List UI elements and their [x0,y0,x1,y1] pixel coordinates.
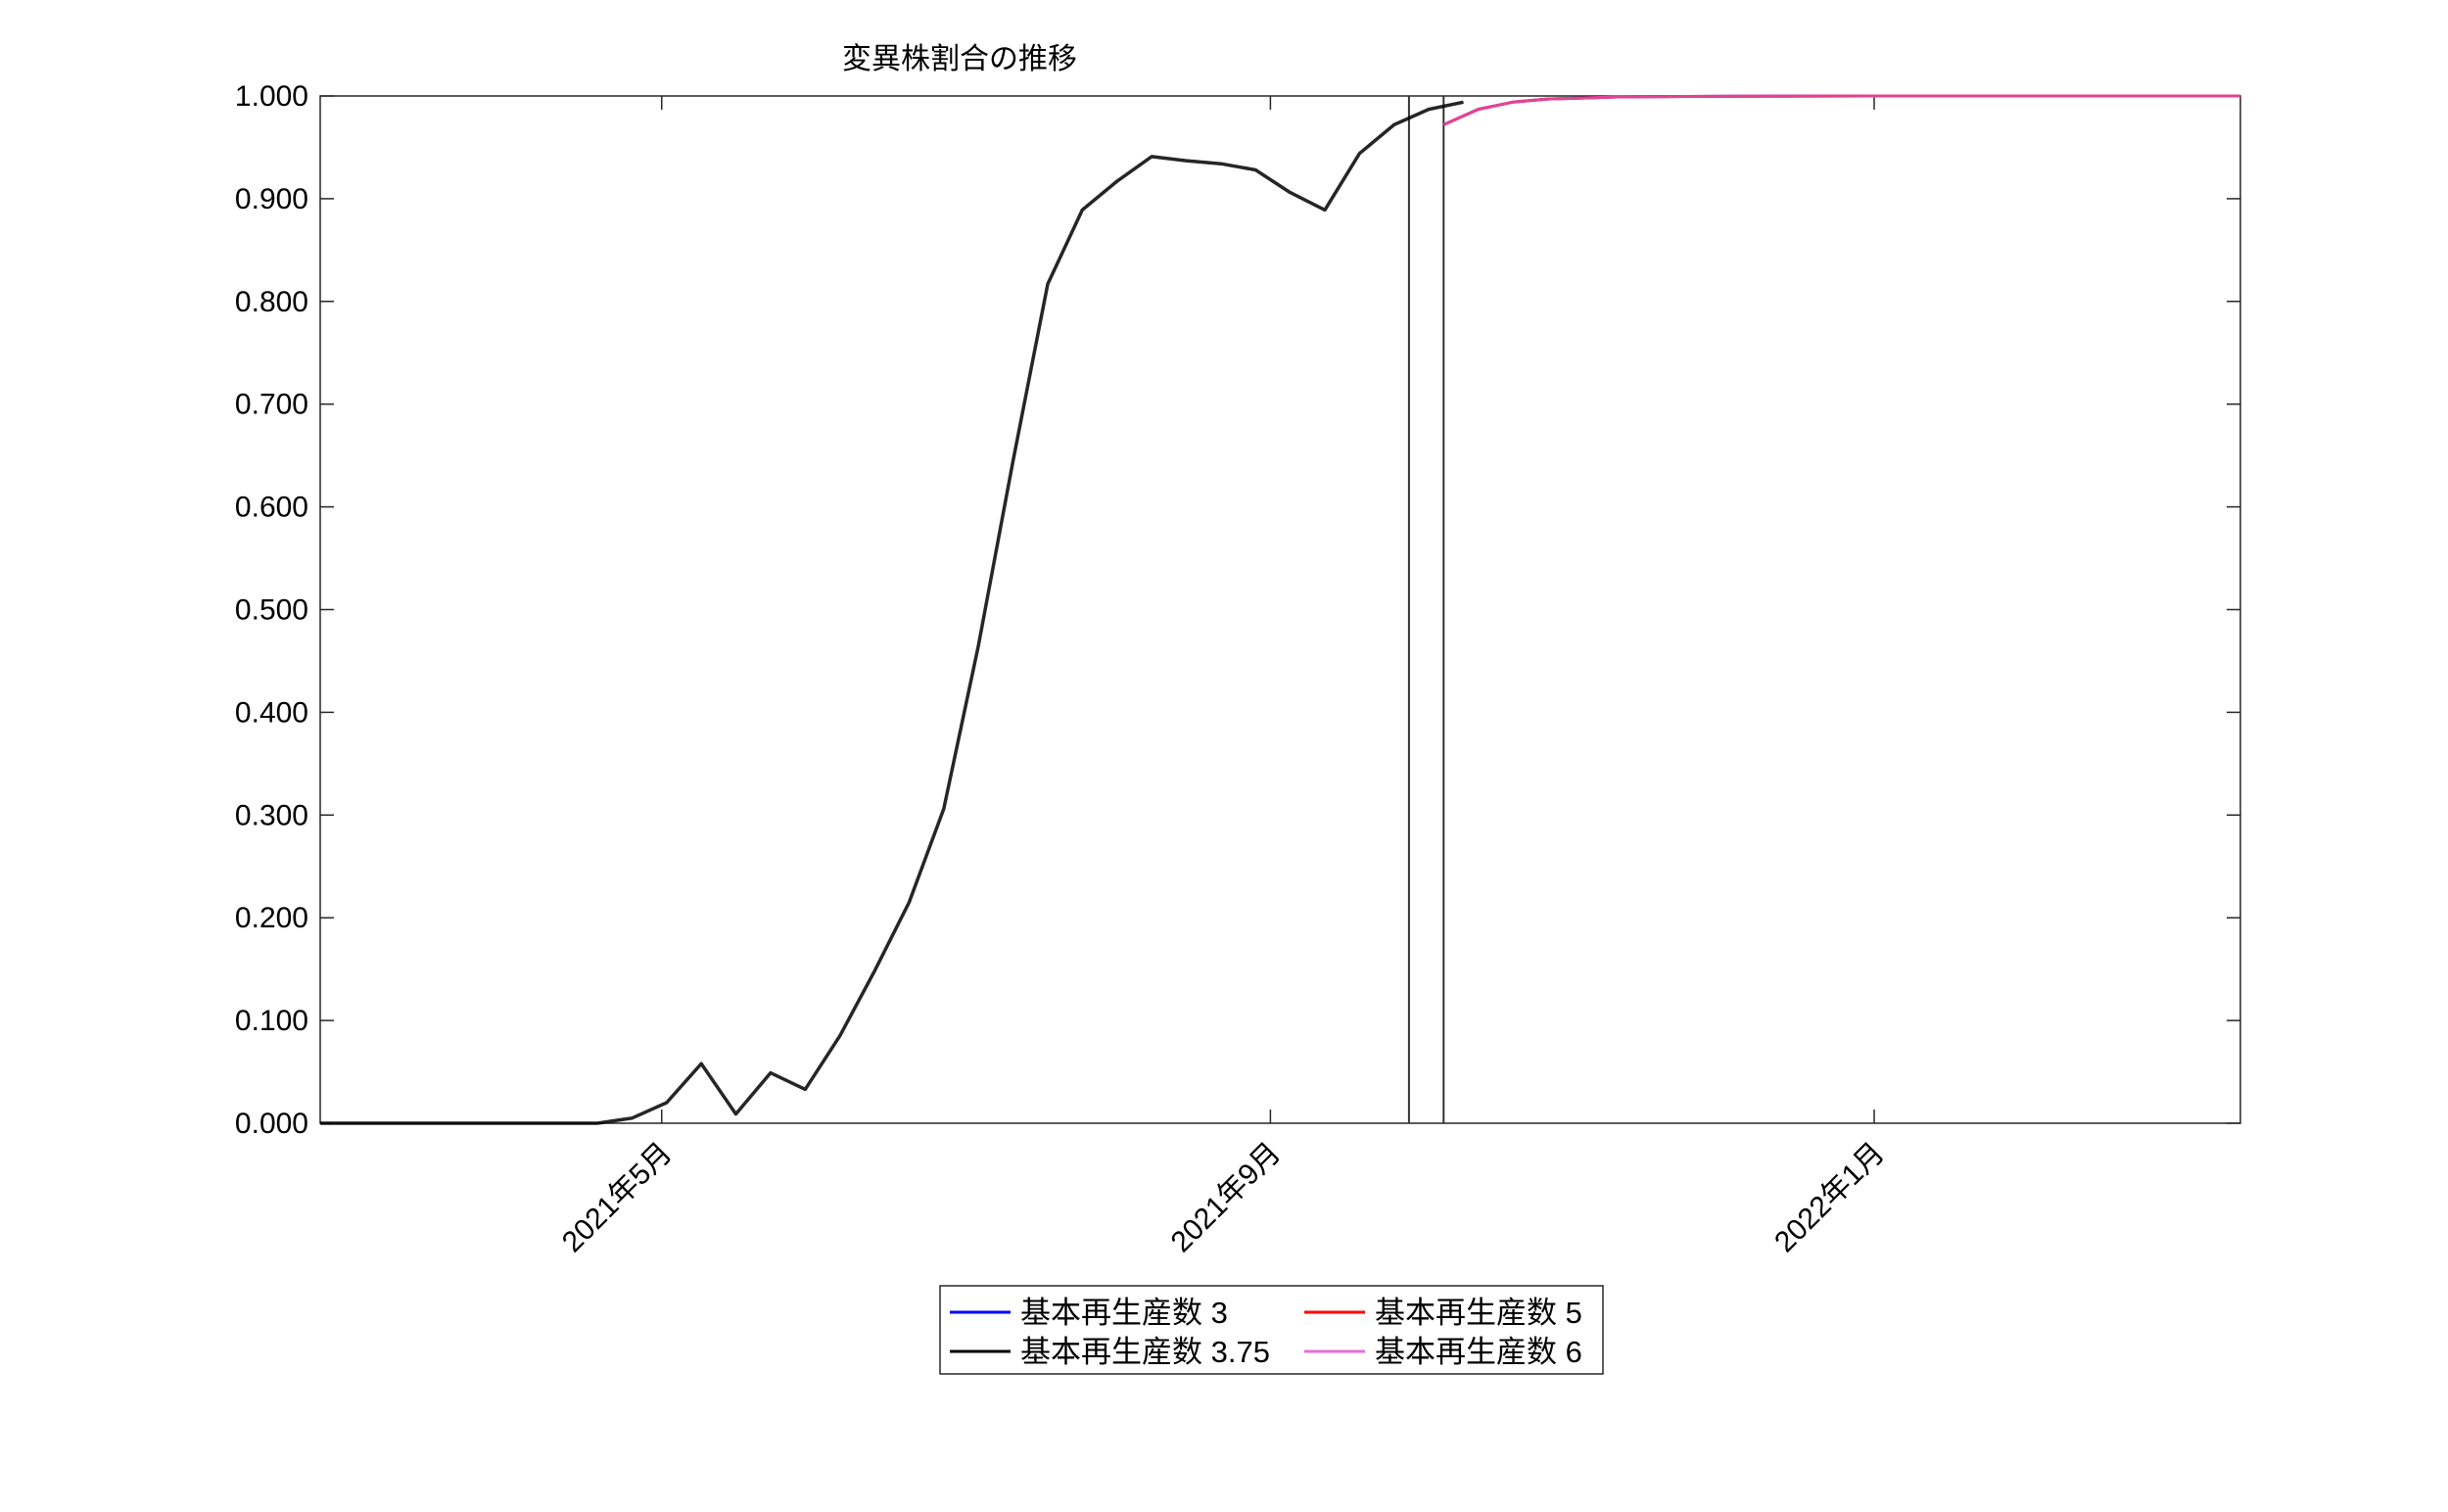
y-tick-label: 0.300 [235,799,308,831]
y-tick-label: 0.500 [235,594,308,627]
y-tick-label: 0.000 [235,1108,308,1140]
y-tick-label: 0.200 [235,902,308,934]
legend-label: 基本再生産数 6 [1375,1335,1582,1369]
y-tick-label: 0.700 [235,389,308,421]
legend: 基本再生産数 3 基本再生産数 3.75 基本再生産数 5 基本再生産数 6 [940,1286,1603,1374]
legend-label: 基本再生産数 5 [1375,1296,1582,1330]
y-tick-label: 0.600 [235,492,308,524]
y-tick-label: 0.100 [235,1005,308,1037]
legend-label: 基本再生産数 3.75 [1020,1335,1270,1369]
y-tick-label: 1.000 [235,80,308,113]
y-tick-label: 0.900 [235,183,308,215]
chart-title: 変異株割合の推移 [842,43,1077,75]
y-tick-label: 0.800 [235,286,308,318]
legend-label: 基本再生産数 3 [1020,1296,1228,1330]
y-tick-label: 0.400 [235,696,308,729]
